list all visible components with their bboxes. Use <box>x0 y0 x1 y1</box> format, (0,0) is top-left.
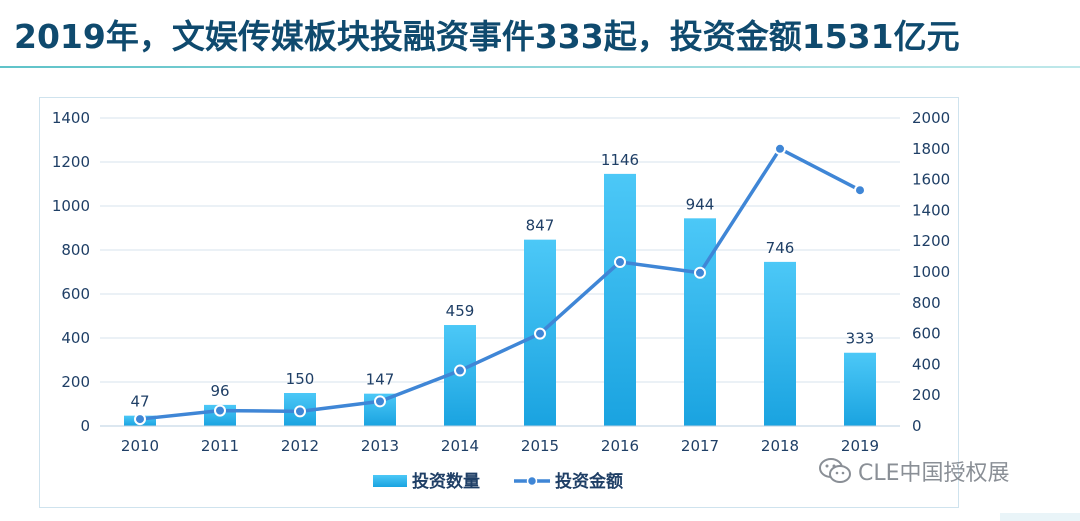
left-tick-label: 1400 <box>52 109 90 127</box>
x-tick-label: 2010 <box>121 437 159 455</box>
line-point <box>614 255 626 268</box>
bar-value-label: 333 <box>846 330 875 348</box>
chart-panel: 0 200 400 600 800 1000 1200 1400 0 200 400 600 800 1… <box>39 97 959 508</box>
left-tick-label: 800 <box>61 241 90 259</box>
bar-value-label: 150 <box>286 370 315 388</box>
bar-value-label: 847 <box>526 217 555 235</box>
bar-value-label: 944 <box>686 195 715 213</box>
bar-value-label: 746 <box>766 239 795 257</box>
bar-value-label: 47 <box>130 393 149 411</box>
line-point <box>294 405 306 418</box>
line-point <box>374 395 386 408</box>
right-tick-label: 1800 <box>912 140 950 158</box>
bar <box>684 218 716 426</box>
grid-lines <box>100 117 900 427</box>
bar <box>604 173 636 426</box>
x-tick-label: 2015 <box>521 437 559 455</box>
x-axis: 2010 2011 2012 2013 2014 2015 2016 2017 2018 2019 <box>100 425 900 455</box>
line-point <box>694 266 706 279</box>
x-tick-label: 2016 <box>601 437 639 455</box>
right-tick-label: 800 <box>912 294 941 312</box>
watermark-text: CLE中国授权展 <box>858 461 1010 486</box>
left-tick-label: 400 <box>61 329 90 347</box>
right-tick-label: 0 <box>912 417 922 435</box>
right-tick-label: 1400 <box>912 201 950 219</box>
right-tick-label: 1000 <box>912 263 950 281</box>
left-tick-label: 1200 <box>52 153 90 171</box>
line-point <box>854 184 866 197</box>
left-y-axis: 0 200 400 600 800 1000 1200 1400 <box>52 109 90 435</box>
left-tick-label: 0 <box>80 417 90 435</box>
bar-value-label: 459 <box>446 302 475 320</box>
bar-value-label: 147 <box>366 371 395 389</box>
bar-data-labels: 47 96 150 147 459 847 1146 944 746 333 <box>130 151 874 411</box>
right-y-axis: 0 200 400 600 800 1000 1200 1400 1600 1800 2000 <box>912 109 950 435</box>
bar-value-label: 96 <box>210 382 229 400</box>
page-title: 2019年，文娱传媒板块投融资事件333起，投资金额1531亿元 <box>14 17 960 56</box>
bar <box>844 352 876 426</box>
x-tick-label: 2017 <box>681 437 719 455</box>
legend-line-label: 投资金额 <box>555 471 623 492</box>
right-tick-label: 200 <box>912 386 941 404</box>
bottom-accent <box>1000 513 1080 521</box>
right-tick-label: 600 <box>912 325 941 343</box>
line-point <box>134 413 146 426</box>
left-tick-label: 200 <box>61 373 90 391</box>
line-point <box>214 404 226 417</box>
x-tick-label: 2012 <box>281 437 319 455</box>
amount-line <box>139 147 861 421</box>
line-point <box>534 327 546 340</box>
right-tick-label: 2000 <box>912 109 950 127</box>
legend-line-marker <box>526 475 538 487</box>
bar-series <box>124 173 876 426</box>
title-divider <box>0 66 1080 68</box>
right-tick-label: 400 <box>912 355 941 373</box>
wechat-icon <box>819 458 851 483</box>
line-series <box>134 142 866 426</box>
bar <box>764 261 796 426</box>
left-tick-label: 600 <box>61 285 90 303</box>
x-tick-label: 2014 <box>441 437 479 455</box>
right-tick-label: 1200 <box>912 232 950 250</box>
line-point <box>774 142 786 155</box>
legend-bar-label: 投资数量 <box>412 471 480 492</box>
x-tick-label: 2018 <box>761 437 799 455</box>
x-tick-label: 2013 <box>361 437 399 455</box>
x-tick-label: 2019 <box>841 437 879 455</box>
combo-chart: 0 200 400 600 800 1000 1200 1400 0 200 400 600 800 1… <box>52 109 950 492</box>
right-tick-label: 1600 <box>912 171 950 189</box>
bar-value-label: 1146 <box>601 151 639 169</box>
left-tick-label: 1000 <box>52 197 90 215</box>
x-tick-label: 2011 <box>201 437 239 455</box>
legend-bar-swatch <box>373 475 407 487</box>
chart-legend: 投资数量 投资金额 <box>373 471 623 492</box>
line-point <box>454 364 466 377</box>
watermark: CLE中国授权展 <box>818 455 1010 487</box>
